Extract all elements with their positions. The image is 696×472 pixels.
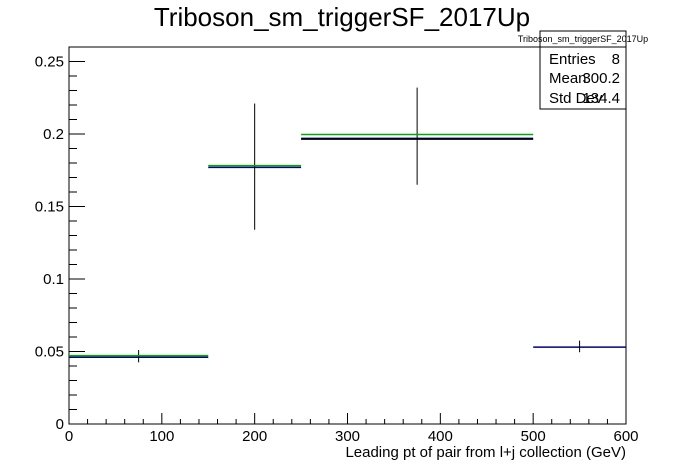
stats-mean-value: 300.2 <box>582 70 620 87</box>
stats-box: Triboson_sm_triggerSF_2017Up Entries 8 M… <box>518 30 648 110</box>
y-tick-label: 0.2 <box>43 126 64 143</box>
x-tick-label: 400 <box>428 428 453 445</box>
stats-stddev-label: Std Dev <box>549 90 603 107</box>
x-tick-label: 0 <box>65 428 73 445</box>
stats-entries-value: 8 <box>612 51 620 68</box>
histogram-bins <box>69 87 626 363</box>
stats-mean-label: Mean <box>549 70 587 87</box>
y-axis-ticks <box>69 46 85 425</box>
stats-box-title: Triboson_sm_triggerSF_2017Up <box>518 34 648 44</box>
y-tick-label: 0 <box>56 416 64 433</box>
stats-box-frame <box>539 30 627 110</box>
x-tick-label: 200 <box>242 428 267 445</box>
x-axis-tick-labels: 0 100 200 300 400 500 600 <box>65 428 639 445</box>
y-tick-label: 0.15 <box>35 199 64 216</box>
y-tick-label: 0.1 <box>43 271 64 288</box>
x-tick-label: 100 <box>149 428 174 445</box>
y-axis-tick-labels: 0 0.05 0.1 0.15 0.2 0.25 <box>35 54 64 434</box>
chart-title: Triboson_sm_triggerSF_2017Up <box>154 2 530 32</box>
stats-entries-label: Entries <box>549 51 596 68</box>
y-tick-label: 0.25 <box>35 54 64 71</box>
x-tick-label: 600 <box>613 428 638 445</box>
stats-stddev-value: 134.4 <box>582 90 620 107</box>
x-tick-label: 500 <box>521 428 546 445</box>
x-tick-label: 300 <box>335 428 360 445</box>
x-axis-ticks <box>68 413 627 424</box>
x-axis-label: Leading pt of pair from l+j collection (… <box>345 444 626 461</box>
y-tick-label: 0.05 <box>35 344 64 361</box>
